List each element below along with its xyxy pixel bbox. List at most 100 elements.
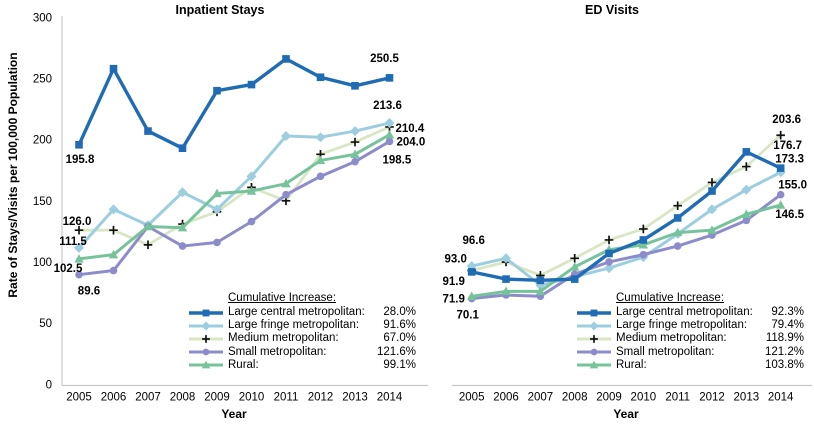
legend-row-large-fringe: Large fringe metropolitan: 91.6% (188, 319, 416, 332)
plus-marker-icon (776, 130, 785, 140)
circle-marker-icon (282, 190, 290, 199)
legend-value: 99.1% (383, 358, 416, 371)
square-marker-icon (605, 249, 613, 258)
triangle-marker-icon (212, 188, 222, 198)
square-marker-icon (247, 80, 256, 89)
x-tick-label: 2012 (699, 392, 725, 404)
plus-marker-icon (74, 225, 84, 235)
legend-row-large-central: Large central metropolitan: 28.0% (188, 306, 416, 319)
large-fringe-line-icon (577, 321, 611, 331)
plus-marker-icon (590, 335, 598, 343)
x-tick-label: 2012 (308, 392, 334, 404)
legend-value: 79.4% (771, 319, 804, 332)
medium-line-icon (189, 335, 223, 343)
legend-value: 91.6% (383, 319, 416, 332)
square-marker-icon (673, 214, 682, 222)
diamond-marker-icon (201, 321, 211, 331)
legend-row-large-central: Large central metropolitan: 92.3% (576, 306, 804, 319)
point-label: 111.5 (59, 236, 87, 248)
x-tick-label: 2009 (596, 392, 622, 404)
triangle-marker-icon (672, 227, 683, 237)
point-label: 102.5 (54, 263, 83, 275)
circle-marker-icon (213, 238, 221, 247)
triangle-marker-icon (350, 149, 360, 159)
diamond-marker-icon (707, 204, 718, 215)
circle-marker-icon (178, 242, 187, 250)
circle-marker-icon (639, 250, 648, 259)
legend-value: 103.8% (764, 358, 804, 371)
point-label: 93.0 (445, 254, 467, 266)
small-line-icon (577, 348, 611, 356)
triangle-marker-icon (775, 200, 786, 209)
legend-value: 92.3% (771, 306, 804, 319)
plus-marker-icon (673, 201, 682, 210)
x-tick-label: 2007 (528, 392, 554, 404)
square-marker-icon (639, 236, 648, 244)
triangle-marker-icon (281, 178, 291, 188)
triangle-marker-icon (501, 286, 511, 296)
point-label: 210.4 (396, 123, 425, 135)
plus-marker-icon (202, 335, 210, 343)
legend-row-rural: Rural: 103.8% (576, 359, 804, 372)
legend-row-large-fringe: Large fringe metropolitan: 79.4% (576, 319, 804, 332)
x-tick-label: 2005 (459, 392, 485, 404)
chart-title-inpatient-stays: Inpatient Stays (175, 3, 265, 17)
triangle-marker-icon (384, 129, 395, 139)
triangle-marker-icon (177, 222, 188, 232)
x-tick-label: 2008 (562, 392, 588, 404)
legend-label: Small metropolitan: (616, 345, 715, 358)
plus-marker-icon (707, 178, 717, 187)
point-label: 173.3 (775, 153, 804, 165)
plus-marker-icon (570, 254, 579, 263)
chart-0 (61, 16, 428, 387)
legend-label: Medium metropolitan: (616, 332, 727, 345)
plus-marker-icon (604, 235, 614, 245)
triangle-marker-icon (74, 254, 84, 263)
plus-marker-icon (742, 162, 751, 171)
circle-marker-icon (605, 258, 613, 266)
x-axis-title-left: Year (221, 407, 247, 421)
legend-ed-visits: Cumulative Increase: Large central metro… (576, 292, 804, 372)
legend-value: 121.6% (376, 345, 416, 358)
x-tick-label: 2010 (239, 392, 265, 404)
diamond-marker-icon (212, 204, 222, 215)
circle-marker-icon (590, 348, 598, 356)
x-tick-label: 2006 (101, 392, 127, 404)
x-axis-title-right: Year (613, 407, 639, 421)
square-marker-icon (467, 268, 476, 276)
x-tick-label: 2013 (734, 392, 760, 404)
series-line-large_central (470, 150, 783, 283)
series-line-small (77, 139, 391, 277)
series-line-large_fringe (77, 121, 391, 250)
series-line-large_central (77, 57, 392, 150)
square-marker-icon (144, 127, 152, 135)
legend-label: Large central metropolitan: (616, 306, 753, 319)
plus-marker-icon (143, 240, 153, 250)
point-label: 198.5 (383, 154, 412, 166)
legend-label: Medium metropolitan: (228, 332, 339, 345)
legend-label: Small metropolitan: (228, 345, 327, 358)
square-marker-icon (385, 74, 394, 82)
series-line-small (470, 193, 783, 301)
rural-line-icon (189, 361, 223, 369)
point-label: 204.0 (397, 137, 426, 149)
x-tick-label: 2014 (768, 392, 794, 404)
y-tick-label: 0 (46, 379, 52, 391)
circle-marker-icon (351, 157, 359, 166)
small-line-icon (189, 348, 223, 356)
x-tick-label: 2011 (274, 392, 299, 404)
triangle-marker-icon (143, 221, 153, 231)
point-label: 195.8 (66, 154, 95, 166)
legend-value: 28.0% (383, 306, 416, 319)
legend-row-medium: Medium metropolitan: 67.0% (188, 332, 416, 345)
legend-value: 121.2% (764, 345, 804, 358)
circle-marker-icon (673, 242, 682, 250)
square-marker-icon (213, 86, 221, 95)
diamond-marker-icon (74, 242, 84, 253)
y-tick-label: 250 (33, 73, 52, 85)
point-label: 213.6 (373, 100, 402, 112)
diamond-marker-icon (384, 118, 395, 129)
point-label: 70.1 (457, 310, 480, 322)
